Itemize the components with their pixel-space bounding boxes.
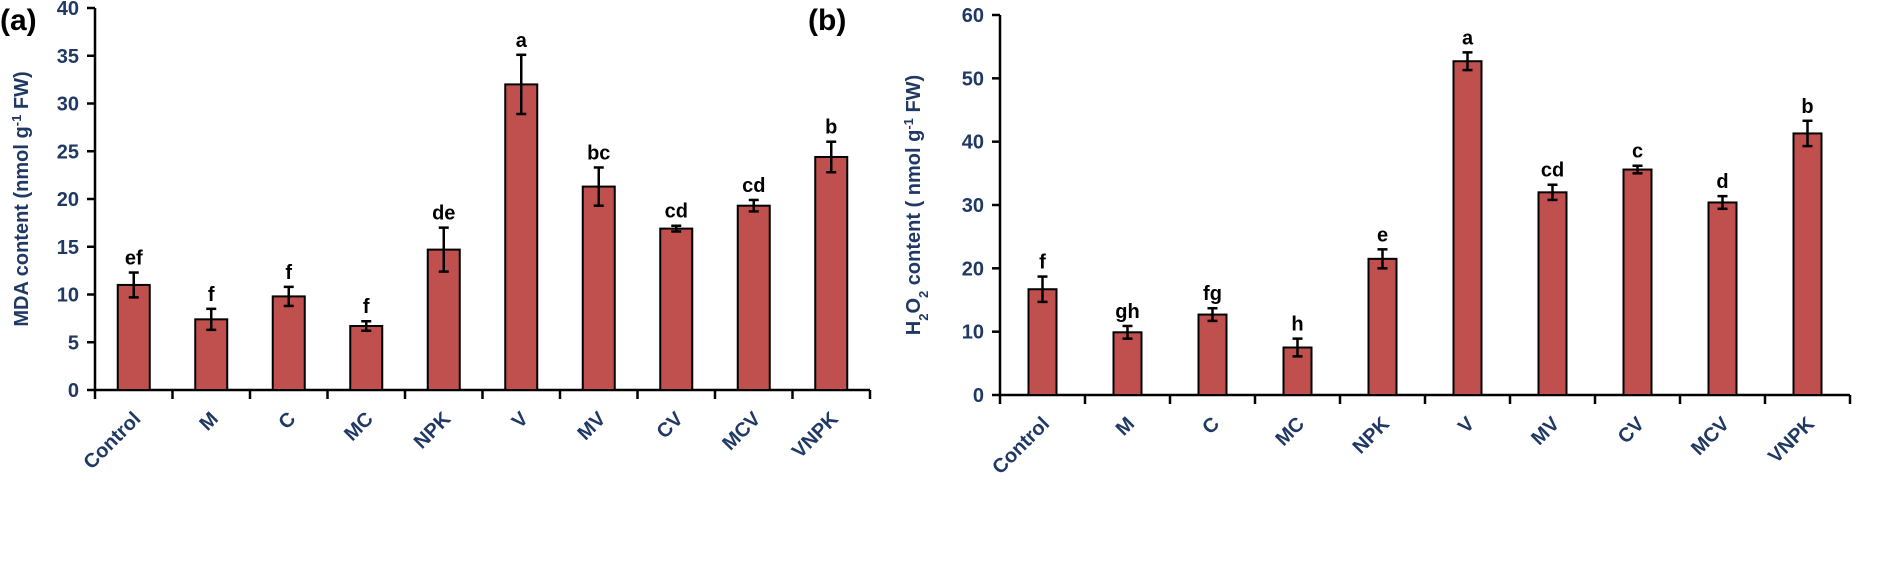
y-axis-label-text: FW) (903, 75, 925, 118)
bar-mv (581, 185, 616, 391)
significance-letter: de (432, 203, 455, 225)
x-tick-label: CV (1614, 413, 1650, 449)
y-tick-label: 50 (962, 68, 984, 90)
significance-letter: e (1377, 224, 1388, 246)
y-axis-label-sub: 2 (916, 291, 931, 298)
bar-cv (1622, 168, 1653, 396)
significance-letter: f (363, 296, 370, 318)
significance-letter: h (1291, 314, 1303, 336)
significance-letter: cd (665, 201, 688, 223)
y-axis-label-text: MDA content (nmol g (11, 126, 33, 326)
y-tick-label: 40 (57, 0, 79, 20)
significance-letter: ef (125, 248, 143, 270)
bar-mcv (1707, 201, 1738, 396)
y-tick-label: 15 (57, 237, 79, 259)
x-tick-label: VNPK (1764, 413, 1819, 468)
significance-letter: a (516, 30, 528, 52)
bar-mcv (736, 204, 771, 391)
significance-letter: f (208, 284, 215, 306)
significance-letter: d (1716, 171, 1728, 193)
x-tick-label: MV (574, 408, 611, 445)
y-axis-label-text: H (903, 321, 925, 335)
significance-letter: b (825, 117, 837, 139)
y-axis-label: MDA content (nmol g-1 FW) (9, 71, 34, 326)
y-axis-label-text: O (903, 298, 925, 314)
x-tick-label: Control (988, 413, 1054, 479)
bar-mv (1537, 191, 1568, 396)
bar-npk (426, 248, 461, 391)
x-tick-label: MCV (718, 408, 765, 455)
y-tick-label: 30 (962, 195, 984, 217)
significance-letter: cd (1541, 160, 1564, 182)
panel-label: (a) (0, 4, 37, 37)
x-tick-label: Control (79, 408, 145, 474)
x-tick-label: C (275, 408, 301, 434)
y-tick-label: 10 (962, 322, 984, 344)
bar-m (1112, 331, 1143, 396)
x-tick-label: NPK (1349, 413, 1395, 459)
chart-panel-a: (a) 0 5 10 15 20 25 30 35 40 MDA content (nmol g-1… (0, 0, 872, 474)
significance-letter: gh (1115, 301, 1139, 323)
x-tick-label: MCV (1687, 413, 1734, 460)
x-tick-label: NPK (410, 408, 456, 454)
x-tick-label: C (1198, 413, 1224, 439)
x-tick-label: MC (340, 408, 378, 446)
bar-control (116, 283, 151, 392)
x-tick-label: M (1112, 413, 1139, 440)
bar-cv (659, 227, 694, 391)
significance-letter: f (1039, 252, 1046, 274)
chart-panel-b: (b) 0 10 20 30 40 50 60 H2O2 content ( nmol g-1 … (808, 4, 1852, 479)
y-axis-label-sup: -1 (9, 115, 24, 127)
y-axis-label: H2O2 content ( nmol g-1 FW) (901, 75, 931, 335)
y-axis-label-text: FW) (11, 71, 33, 114)
bar-npk (1367, 257, 1398, 397)
y-tick-label: 35 (57, 46, 79, 68)
x-tick-label: CV (653, 408, 689, 444)
bar-v (504, 83, 539, 392)
significance-letter: f (285, 262, 292, 284)
y-tick-label: 20 (962, 258, 984, 280)
significance-letter: cd (742, 175, 765, 197)
bar-c (271, 295, 306, 391)
bar-mc (349, 325, 384, 392)
panel-label: (b) (808, 4, 846, 37)
y-tick-label: 25 (57, 141, 79, 163)
significance-letter: bc (587, 142, 610, 164)
y-tick-label: 60 (962, 5, 984, 27)
y-tick-label: 5 (68, 332, 79, 354)
x-tick-label: MV (1527, 413, 1564, 450)
x-tick-label: V (1454, 413, 1479, 438)
x-tick-label: VNPK (788, 408, 843, 463)
significance-letter: a (1462, 27, 1474, 49)
bar-c (1197, 313, 1228, 397)
significance-letter: c (1632, 141, 1643, 163)
x-tick-label: M (195, 408, 222, 435)
x-tick-label: MC (1271, 413, 1309, 451)
y-axis-label-text: content ( nmol g (903, 130, 925, 291)
bar-vnpk (814, 155, 849, 391)
y-tick-label: 30 (57, 94, 79, 116)
y-tick-label: 0 (68, 380, 79, 402)
y-axis-label-sub: 2 (916, 314, 931, 321)
x-tick-label: V (508, 408, 533, 433)
significance-letter: fg (1203, 283, 1222, 305)
y-tick-label: 20 (57, 189, 79, 211)
y-tick-label: 10 (57, 285, 79, 307)
bar-v (1452, 60, 1483, 396)
y-axis-label-sup: -1 (901, 118, 916, 130)
y-tick-label: 0 (973, 385, 984, 407)
significance-letter: b (1801, 96, 1813, 118)
y-tick-label: 40 (962, 132, 984, 154)
bar-vnpk (1792, 132, 1823, 397)
bar-control (1027, 288, 1058, 397)
